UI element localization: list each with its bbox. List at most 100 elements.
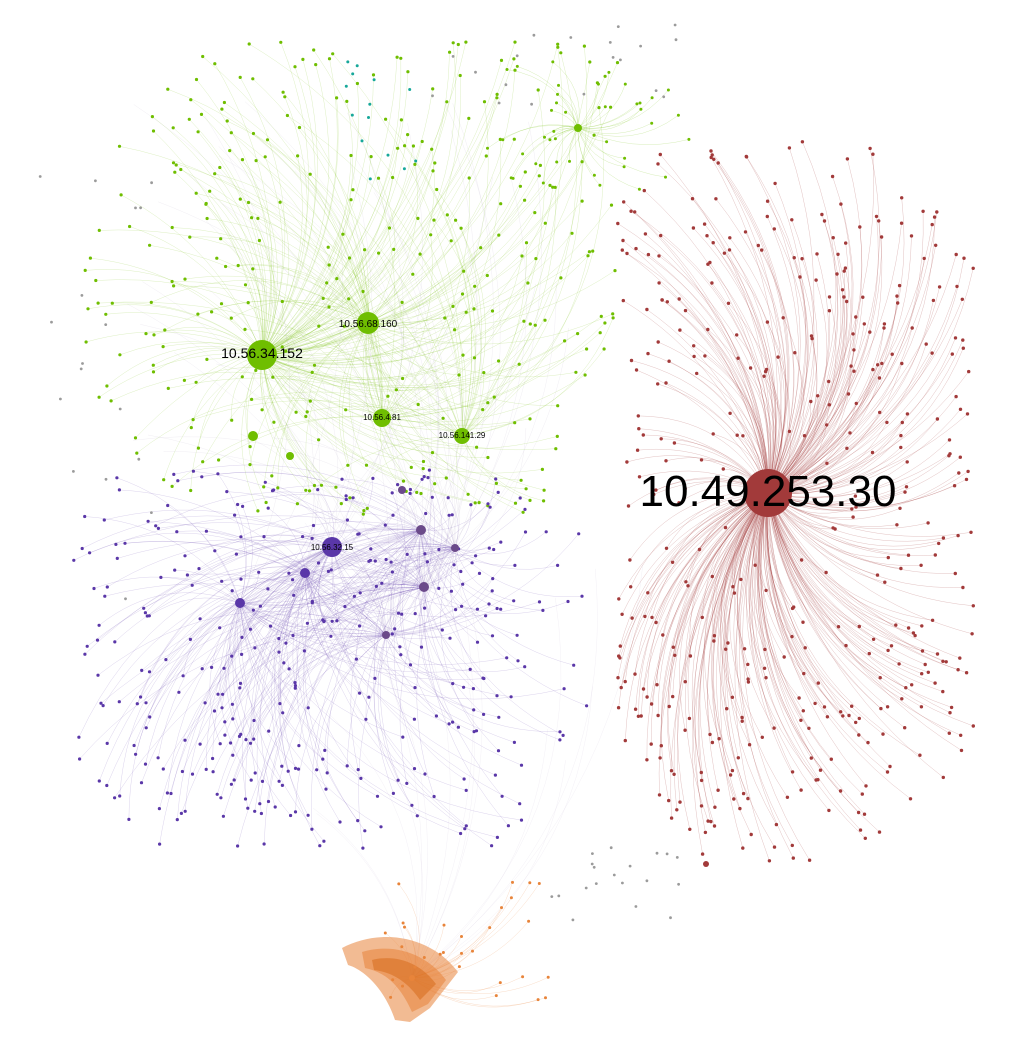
graph-edge xyxy=(331,476,425,548)
red-cluster-node xyxy=(710,740,715,745)
hub-label-10-56-4-81: 10.56.4.81 xyxy=(363,413,401,422)
graph-edge xyxy=(349,698,424,979)
graph-edge xyxy=(136,397,383,454)
graph-edge xyxy=(535,127,579,164)
red-cluster-node xyxy=(923,662,927,667)
graph-edge xyxy=(544,126,579,138)
graph-edge xyxy=(390,529,422,635)
graph-edge xyxy=(767,236,882,494)
graph-hub-labels: 10.49.253.30 10.56.34.152 10.56.68.160 1… xyxy=(221,319,896,552)
hub-node-10-56-4-81[interactable] xyxy=(373,409,391,427)
graph-edge xyxy=(729,237,786,494)
graph-edge xyxy=(173,464,456,549)
purple-cluster-node xyxy=(229,741,233,745)
graph-edge xyxy=(423,573,480,589)
graph-edge xyxy=(725,492,769,718)
graph-edge xyxy=(239,602,331,638)
graph-edge xyxy=(720,492,769,849)
graph-edge xyxy=(692,492,769,806)
graph-edge xyxy=(766,492,825,708)
purple-cluster-node xyxy=(400,612,404,616)
purple-cluster-node xyxy=(475,640,480,644)
isolated-node xyxy=(591,852,594,855)
green-cluster-node xyxy=(314,63,318,67)
graph-edge xyxy=(679,329,769,494)
red-cluster-node xyxy=(948,711,952,715)
red-cluster-node xyxy=(633,210,637,214)
graph-edge xyxy=(450,547,498,696)
graph-edge xyxy=(119,146,369,324)
graph-edge xyxy=(295,634,387,812)
isolated-node xyxy=(621,881,624,885)
hub-node-10-56-34-152[interactable] xyxy=(247,340,277,370)
red-cluster-node xyxy=(709,819,713,824)
green-cluster-node xyxy=(392,247,396,251)
isolated-node xyxy=(550,895,554,898)
graph-edge xyxy=(85,269,263,356)
red-cluster-node xyxy=(920,672,924,676)
red-cluster-node xyxy=(848,431,852,435)
hub-node-10-49-253-30[interactable] xyxy=(744,469,792,517)
isolated-node xyxy=(655,851,659,855)
graph-edge xyxy=(707,492,769,735)
purple-cluster-node xyxy=(143,762,148,766)
green-cluster-node xyxy=(188,235,192,239)
graph-edge xyxy=(239,602,294,636)
green-cluster-node xyxy=(418,252,422,256)
graph-edge xyxy=(107,540,333,588)
purple-cluster-node xyxy=(198,742,202,746)
purple-cluster-node xyxy=(80,546,84,551)
red-cluster-node xyxy=(816,681,820,685)
red-cluster-node xyxy=(799,718,803,722)
graph-edge xyxy=(715,198,787,494)
purple-cluster-node xyxy=(448,636,452,640)
graph-edge xyxy=(460,228,482,437)
green-cluster-node xyxy=(218,165,222,170)
graph-edge xyxy=(767,455,950,503)
graph-edge xyxy=(716,492,769,809)
purple-cluster-node xyxy=(140,668,144,673)
hub-node-10-56-68-160[interactable] xyxy=(357,312,379,334)
red-cluster-node xyxy=(868,146,872,151)
purple-cluster-node xyxy=(487,602,491,606)
graph-edge xyxy=(420,529,456,610)
purple-cluster-node xyxy=(495,835,499,840)
graph-edge xyxy=(261,329,455,363)
purple-cluster-node xyxy=(232,778,236,782)
graph-edge xyxy=(153,130,263,356)
graph-edge xyxy=(304,572,465,829)
graph-edge xyxy=(365,547,456,720)
green-cluster-node xyxy=(473,501,477,505)
red-cluster-node xyxy=(746,662,750,667)
green-cluster-node xyxy=(246,301,250,305)
purple-cluster-node xyxy=(329,634,333,638)
graph-edge xyxy=(279,546,333,772)
graph-edge xyxy=(261,118,469,356)
red-cluster-node xyxy=(809,399,813,404)
green-cluster-node xyxy=(472,307,476,311)
red-cluster-node xyxy=(717,737,721,741)
graph-edge xyxy=(763,492,819,684)
graph-edge xyxy=(763,492,841,712)
purple-cluster-node xyxy=(580,594,584,598)
purple-cluster-node xyxy=(566,599,570,604)
graph-edge xyxy=(222,572,306,695)
green-cluster-node xyxy=(110,301,114,305)
red-cluster-node xyxy=(667,359,671,363)
green-cluster-node xyxy=(582,44,587,48)
graph-edge xyxy=(304,497,521,578)
graph-edge xyxy=(385,470,432,636)
hub-node-10-56-141-29[interactable] xyxy=(454,428,470,444)
graph-edge xyxy=(767,492,944,778)
purple-cluster-node xyxy=(252,737,256,741)
red-cluster-node xyxy=(655,683,659,687)
graph-edge xyxy=(646,492,769,760)
purple-cluster-node xyxy=(240,652,244,657)
red-cluster-node xyxy=(764,588,768,593)
hub-node-10-56-32-15[interactable] xyxy=(322,537,342,557)
green-cluster-node xyxy=(453,328,457,332)
graph-edge xyxy=(331,546,464,688)
purple-cluster-node xyxy=(423,606,427,610)
graph-edge xyxy=(713,492,769,776)
graph-edge xyxy=(420,315,462,531)
